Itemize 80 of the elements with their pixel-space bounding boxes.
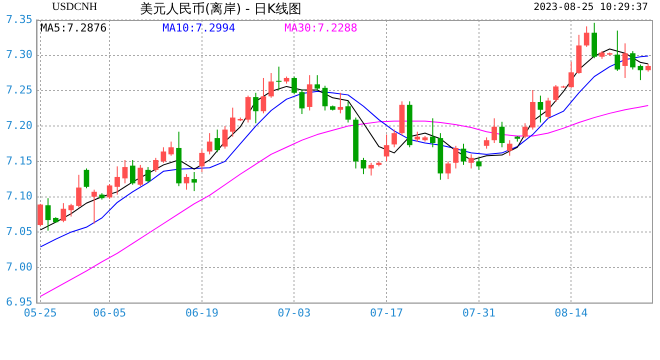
candlestick — [538, 95, 544, 124]
candlestick — [84, 168, 90, 189]
candlestick — [630, 50, 636, 70]
candlestick — [314, 74, 320, 92]
candlestick — [430, 118, 436, 148]
y-tick-label: 7.25 — [6, 84, 32, 97]
candlestick — [492, 118, 497, 144]
candlestick — [60, 202, 66, 223]
candlestick — [214, 129, 220, 153]
candlestick — [614, 30, 620, 72]
candlestick — [245, 95, 251, 124]
y-tick-label: 7.00 — [6, 260, 32, 274]
candlestick — [299, 88, 305, 115]
candlestick — [199, 148, 205, 173]
text: MA10:7.2994 — [162, 21, 236, 34]
candlestick — [122, 159, 128, 184]
candlestick — [222, 126, 228, 150]
x-tick-label: 08-14 — [554, 306, 588, 320]
candlestick — [168, 141, 174, 156]
candlestick — [345, 100, 351, 124]
candlestick — [506, 140, 512, 156]
x-tick-label: 07-31 — [462, 306, 496, 320]
candlestick — [206, 132, 212, 155]
candlestick — [260, 77, 266, 114]
text: MA30:7.2288 — [284, 21, 358, 34]
candlestick — [460, 143, 466, 166]
candlestick — [306, 74, 312, 111]
candlestick — [292, 76, 297, 95]
candlestick — [384, 134, 390, 162]
y-tick-label: 7.10 — [6, 190, 32, 203]
candlestick — [499, 121, 505, 148]
candlestick — [145, 166, 151, 184]
y-tick-label: 7.35 — [6, 12, 32, 26]
candlestick — [38, 203, 44, 227]
candlestick — [360, 157, 366, 175]
candlestick — [322, 85, 328, 111]
candlestick — [45, 198, 51, 232]
y-tick-label: 6.95 — [6, 296, 32, 309]
candlestick — [130, 159, 136, 186]
candlestick — [584, 26, 590, 48]
candlestick — [414, 131, 420, 142]
text: 2023-08-25 10:29:37 — [534, 2, 648, 13]
x-tick-label: 05-25 — [24, 306, 57, 320]
candlestick — [114, 166, 120, 196]
x-tick-label: 06-19 — [185, 306, 218, 320]
candlestick — [553, 84, 559, 103]
y-tick-label: 7.05 — [6, 224, 32, 238]
candlestick — [253, 92, 258, 124]
candlestick — [338, 92, 344, 114]
candlestick — [268, 72, 274, 98]
candlestick — [68, 203, 74, 218]
chart-title: 美元人民币(离岸) - 日K线图 — [140, 1, 302, 18]
chart-subtitle: USDCNH — [52, 1, 98, 13]
candlestick — [476, 157, 482, 170]
y-tick-label: 7.30 — [6, 48, 32, 62]
candlestick — [453, 145, 458, 169]
candlestick — [192, 172, 197, 192]
candlestick — [138, 164, 144, 187]
y-tick-label: 7.20 — [6, 118, 32, 132]
candlestick — [392, 129, 397, 148]
x-tick-label: 07-03 — [278, 306, 311, 320]
candlestick — [484, 136, 490, 150]
y-tick-label: 7.15 — [6, 154, 32, 168]
candlestick — [445, 160, 451, 180]
candlestick — [276, 66, 282, 90]
candlestick — [106, 184, 112, 200]
candlestick — [153, 157, 158, 173]
candlestick — [368, 162, 374, 176]
candlestick — [184, 174, 190, 190]
candlestick — [545, 97, 551, 120]
x-tick-label: 06-05 — [93, 306, 126, 320]
x-tick-label: 07-17 — [370, 306, 404, 320]
candlestick — [160, 146, 166, 164]
candlestick — [622, 42, 628, 78]
candlestick — [230, 107, 236, 138]
text: MA5:7.2876 — [40, 21, 107, 34]
candlestick — [568, 61, 574, 88]
candlestick — [92, 189, 97, 224]
candlestick — [76, 174, 82, 208]
candlestick — [468, 154, 474, 169]
